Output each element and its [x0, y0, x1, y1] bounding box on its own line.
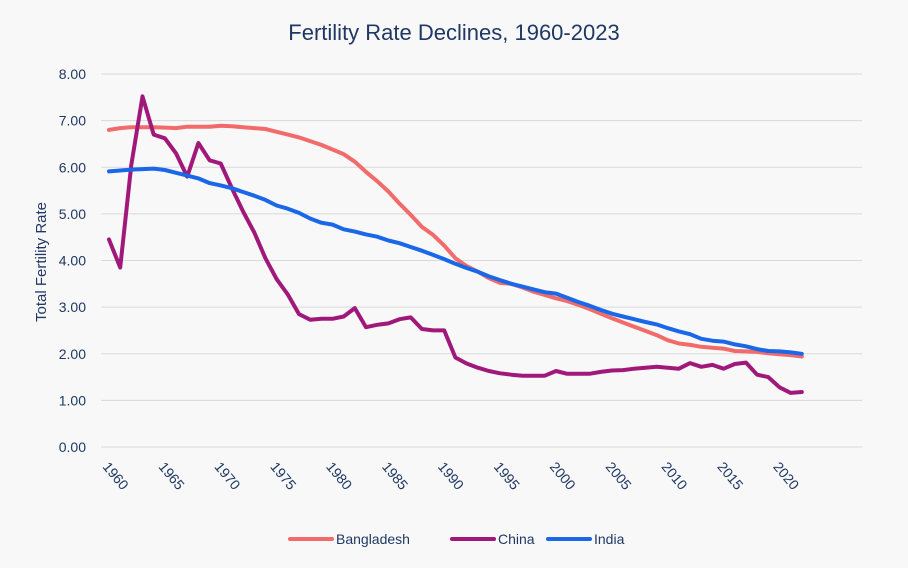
y-tick-label: 6.00 [59, 159, 86, 175]
y-tick-label: 8.00 [59, 66, 86, 82]
x-tick-label: 2020 [770, 459, 802, 493]
y-tick-label: 5.00 [59, 206, 86, 222]
x-tick-label: 2000 [547, 459, 579, 493]
y-tick-label: 3.00 [59, 299, 86, 315]
y-tick-label: 4.00 [59, 253, 86, 269]
x-tick-label: 1965 [156, 459, 188, 493]
gridlines [101, 73, 862, 448]
x-tick-label: 1995 [491, 459, 523, 493]
x-tick-label: 1980 [323, 459, 355, 493]
x-tick-label: 1985 [379, 459, 411, 493]
legend-label: India [594, 531, 625, 547]
y-tick-label: 7.00 [59, 113, 86, 129]
y-tick-label: 1.00 [59, 392, 86, 408]
legend-label: Bangladesh [336, 531, 410, 547]
x-tick-label: 2015 [714, 459, 746, 493]
y-axis-ticks: 0.00 1.00 2.00 3.00 4.00 5.00 6.00 7.00 8.00 [59, 66, 86, 455]
y-tick-label: 2.00 [59, 346, 86, 362]
x-tick-label: 1990 [435, 459, 467, 493]
x-tick-label: 2010 [658, 459, 690, 493]
y-tick-label: 0.00 [59, 439, 86, 455]
x-tick-label: 2005 [603, 459, 635, 493]
legend-label: China [498, 531, 535, 547]
series-line-bangladesh [107, 123, 804, 359]
x-tick-label: 1960 [100, 459, 132, 493]
series-line-china [107, 94, 804, 395]
series-lines [107, 94, 804, 395]
chart-title: Fertility Rate Declines, 1960-2023 [288, 20, 619, 45]
y-axis-title: Total Fertility Rate [33, 202, 50, 322]
x-tick-label: 1970 [211, 459, 243, 493]
legend: Bangladesh China India [288, 531, 625, 547]
x-axis-ticks: 1960 1965 1970 1975 1980 1985 1990 1995 2000 2005… [100, 459, 803, 493]
x-tick-label: 1975 [267, 459, 299, 493]
series-line-india [107, 166, 804, 356]
